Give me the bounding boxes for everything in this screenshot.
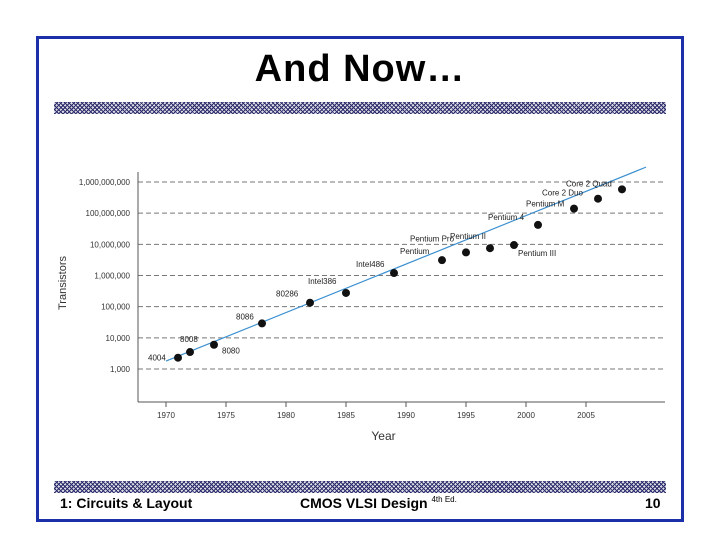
y-tick-label: 100,000,000 (86, 209, 131, 218)
data-point-label: Pentium 4 (488, 213, 525, 222)
data-point (510, 241, 518, 250)
x-tick-label: 1970 (157, 411, 175, 420)
data-point (534, 220, 542, 229)
data-point-label: 8086 (236, 312, 254, 321)
data-point (210, 340, 218, 349)
footer-book-edition: 4th Ed. (431, 495, 457, 504)
page-number: 10 (645, 495, 661, 511)
slide-title: And Now… (254, 48, 466, 90)
x-tick-label: 2005 (577, 411, 595, 420)
data-point (186, 348, 194, 357)
x-tick-label: 1995 (457, 411, 475, 420)
data-point (306, 298, 314, 307)
footer-divider-band (54, 481, 666, 493)
data-point-label: Pentium Pro (410, 234, 455, 243)
chart-axes (137, 172, 665, 407)
x-tick-label: 1985 (337, 411, 355, 420)
data-point-label: 8080 (222, 347, 240, 356)
data-point (618, 185, 626, 194)
y-axis-title: Transistors (57, 256, 69, 310)
data-point-label: Intel386 (308, 277, 337, 286)
data-point-label: Intel486 (356, 260, 385, 269)
y-tick-label: 10,000,000 (90, 240, 131, 249)
data-point-label: 4004 (148, 354, 166, 363)
data-point-label: Core 2 Quad (566, 179, 612, 188)
x-tick-label: 2000 (517, 411, 535, 420)
data-point-label: 80286 (276, 290, 299, 299)
data-point-label: Core 2 Duo (542, 189, 583, 198)
chart-labels: 1,000 10,000 100,000 1,000,000 10,000,000 100… (57, 178, 612, 443)
data-point-label: Pentium (400, 247, 430, 256)
data-point (390, 269, 398, 278)
footer-course-title: 1: Circuits & Layout (60, 495, 193, 511)
y-tick-label: 1,000,000 (94, 272, 130, 281)
title-divider-band (54, 102, 666, 114)
x-tick-label: 1990 (397, 411, 415, 420)
data-point-label: Pentium II (450, 232, 486, 241)
data-point (438, 256, 446, 265)
data-point-label: Pentium M (526, 200, 565, 209)
data-point (570, 204, 578, 213)
y-tick-label: 1,000,000,000 (79, 178, 131, 187)
y-tick-label: 1,000 (110, 365, 131, 374)
y-tick-label: 10,000 (106, 334, 131, 343)
y-tick-label: 100,000 (101, 303, 130, 312)
data-point (462, 248, 470, 257)
x-tick-label: 1980 (277, 411, 295, 420)
trend-line (165, 166, 647, 362)
data-point-label: 8008 (180, 335, 198, 344)
data-point (594, 194, 602, 203)
x-tick-label: 1975 (217, 411, 235, 420)
x-axis-title: Year (371, 429, 395, 443)
data-point (174, 353, 182, 362)
data-point (258, 319, 266, 328)
data-point-label: Pentium III (518, 249, 556, 258)
data-point (342, 288, 350, 297)
slide-frame (36, 36, 684, 522)
chart-trend (165, 166, 647, 362)
chart-points (174, 185, 626, 362)
footer-book-name: CMOS VLSI Design (300, 495, 428, 511)
data-point (486, 244, 494, 253)
footer-book-title: CMOS VLSI Design 4th Ed. (300, 495, 457, 511)
